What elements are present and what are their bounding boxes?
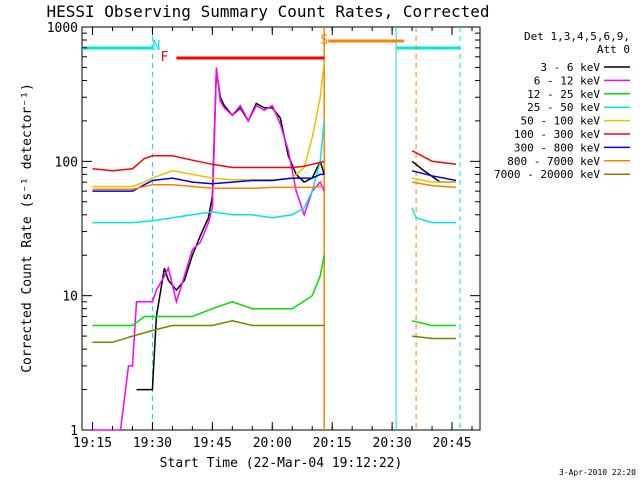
series-line-8-1 — [412, 335, 456, 340]
x-tick-label-6: 20:45 — [432, 436, 471, 451]
x-tick-label-1: 19:30 — [133, 436, 172, 451]
series-line-6-0 — [92, 173, 325, 192]
x-tick-label-2: 19:45 — [193, 436, 232, 451]
series-line-2-1 — [411, 320, 456, 327]
series-line-5-1 — [411, 150, 457, 166]
x-axis-label: Start Time (22-Mar-04 19:12:22) — [160, 456, 403, 471]
legend-header-0: Det 1,3,4,5,6,9, — [524, 30, 630, 43]
y-tick-label-0: 1 — [70, 424, 78, 439]
series-line-7-0 — [92, 183, 325, 190]
series-line-4-1 — [411, 177, 456, 183]
chart-title: HESSI Observing Summary Count Rates, Cor… — [46, 2, 489, 21]
series-line-3-1 — [411, 207, 456, 224]
y-axis-label: Corrected Count Rate (s⁻¹ detector⁻¹) — [20, 83, 35, 373]
annotation-F: F — [161, 50, 169, 65]
x-tick-label-0: 19:15 — [73, 436, 112, 451]
x-tick-label-5: 20:30 — [373, 436, 412, 451]
annotation-S: S — [320, 33, 328, 48]
series-line-0-0 — [136, 69, 325, 391]
series-line-8-0 — [92, 320, 325, 344]
x-tick-label-3: 20:00 — [253, 436, 292, 451]
series-layer — [92, 61, 457, 431]
annotations: NF S — [153, 33, 329, 65]
legend-label-3: 25 - 50 keV — [527, 101, 600, 114]
legend-label-5: 100 - 300 keV — [514, 128, 600, 141]
y-tick-label-2: 100 — [55, 155, 78, 170]
legend-label-2: 12 - 25 keV — [527, 88, 600, 101]
plot-frame — [81, 26, 481, 431]
y-tick-label-3: 1000 — [47, 21, 78, 36]
series-line-3-0 — [92, 120, 325, 224]
series-line-1-0 — [92, 67, 325, 431]
legend-label-0: 3 - 6 keV — [540, 61, 600, 74]
y-tick-label-1: 10 — [62, 290, 78, 305]
x-axis: 19:15 19:30 19:45 20:00 20:15 20:30 20:45 — [73, 27, 473, 451]
series-line-6-1 — [411, 170, 457, 182]
legend-label-6: 300 - 800 keV — [514, 141, 600, 154]
night-markers — [82, 27, 461, 430]
legend-label-8: 7000 - 20000 keV — [494, 168, 600, 181]
series-line-7-1 — [411, 181, 457, 189]
footer-date: 3-Apr-2010 22:20 — [559, 468, 636, 477]
series-line-5-0 — [92, 155, 325, 172]
y-axis: 1 10 100 1000 — [47, 21, 480, 439]
annotation-N: N — [153, 39, 161, 54]
series-line-2-0 — [92, 255, 325, 327]
saa-markers — [176, 27, 417, 430]
legend-label-4: 50 - 100 keV — [521, 115, 601, 128]
legend-label-7: 800 - 7000 keV — [507, 155, 600, 168]
series-line-4-0 — [92, 61, 325, 188]
x-tick-label-4: 20:15 — [313, 436, 352, 451]
legend-label-1: 6 - 12 keV — [534, 74, 601, 87]
legend-header-1: Att 0 — [597, 43, 630, 56]
